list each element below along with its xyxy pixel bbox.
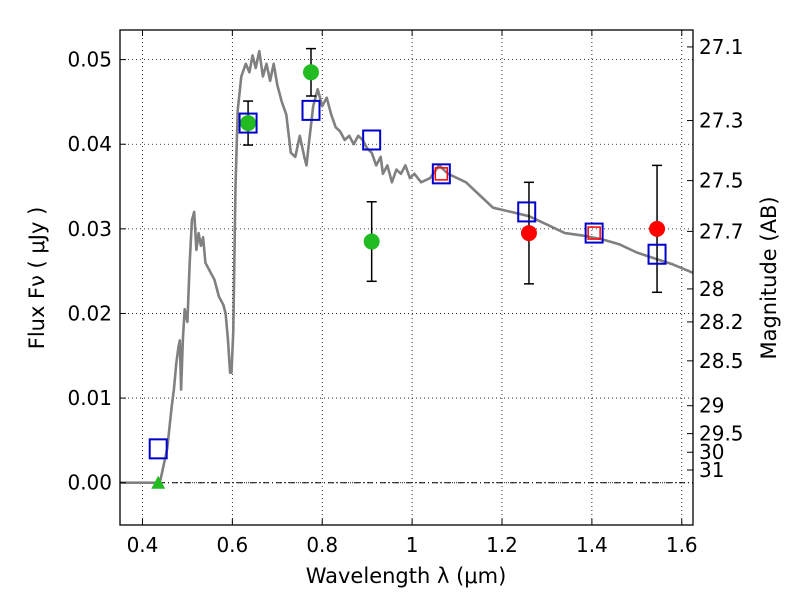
y-axis-label: Flux Fν ( μJy ): [25, 207, 49, 350]
magnitude-tick-label: 29.5: [699, 422, 744, 446]
model-band-square: [584, 222, 604, 244]
model-band-square: [238, 112, 258, 134]
observed-points-layer: [151, 64, 666, 489]
magnitude-tick-label: 31: [699, 458, 724, 482]
model-squares-layer: [148, 99, 667, 460]
x-tick-label: 1.4: [576, 533, 608, 557]
model-band-square: [362, 129, 382, 151]
observed-nir-point: [520, 225, 537, 242]
sed-model-line: [120, 49, 694, 484]
x-tick-label: 1: [406, 533, 419, 557]
magnitude-axis-label: Magnitude (AB): [757, 196, 781, 359]
observed-optical-point: [303, 64, 319, 81]
x-axis-label: Wavelength λ (μm): [306, 564, 507, 588]
model-band-square: [148, 438, 168, 460]
magnitude-tick-label: 27.7: [699, 219, 744, 243]
plot-frame: [119, 29, 694, 526]
x-tick-label: 1.6: [666, 533, 698, 557]
x-tick-label: 0.4: [127, 533, 159, 557]
model-band-square: [301, 99, 321, 121]
model-band-square: [517, 201, 537, 223]
y-tick-label: 0.02: [67, 301, 112, 325]
error-bars-layer: [243, 47, 663, 294]
observed-nir-point: [587, 226, 601, 240]
y-tick-label: 0.04: [67, 132, 112, 156]
x-ticks: 0.4 0.6 0.8 1 1.2 1.4 1.6: [127, 30, 698, 557]
y-tick-label: 0.00: [67, 471, 112, 495]
x-tick-label: 0.6: [216, 533, 248, 557]
magnitude-tick-label: 27.3: [699, 109, 744, 133]
magnitude-tick-label: 30: [699, 440, 724, 464]
x-tick-label: 1.2: [486, 533, 518, 557]
magnitude-tick-label: 29: [699, 394, 724, 418]
y-ticks: 0.00 0.01 0.02 0.03 0.04 0.05: [67, 48, 126, 495]
grid-layer: [120, 30, 693, 525]
observed-optical-point: [240, 115, 257, 132]
y-tick-label: 0.03: [67, 217, 112, 241]
model-band-square: [647, 243, 667, 265]
model-band-square: [431, 163, 451, 185]
magnitude-tick-label: 28.2: [699, 310, 744, 334]
magnitude-tick-label: 28: [699, 277, 724, 301]
observed-nir-point: [649, 220, 666, 237]
magnitude-tick-label: 28.5: [699, 349, 744, 373]
y-tick-label: 0.01: [67, 386, 112, 410]
observed-optical-point: [363, 233, 380, 250]
magnitude-tick-label: 27.1: [699, 35, 744, 59]
observed-nir-point: [434, 167, 449, 181]
magnitude-tick-label: 27.5: [699, 169, 744, 193]
x-tick-label: 0.8: [306, 533, 338, 557]
model-curve-layer: [120, 49, 694, 484]
upper-limit-marker: [151, 475, 166, 489]
y-tick-label: 0.05: [67, 48, 112, 72]
